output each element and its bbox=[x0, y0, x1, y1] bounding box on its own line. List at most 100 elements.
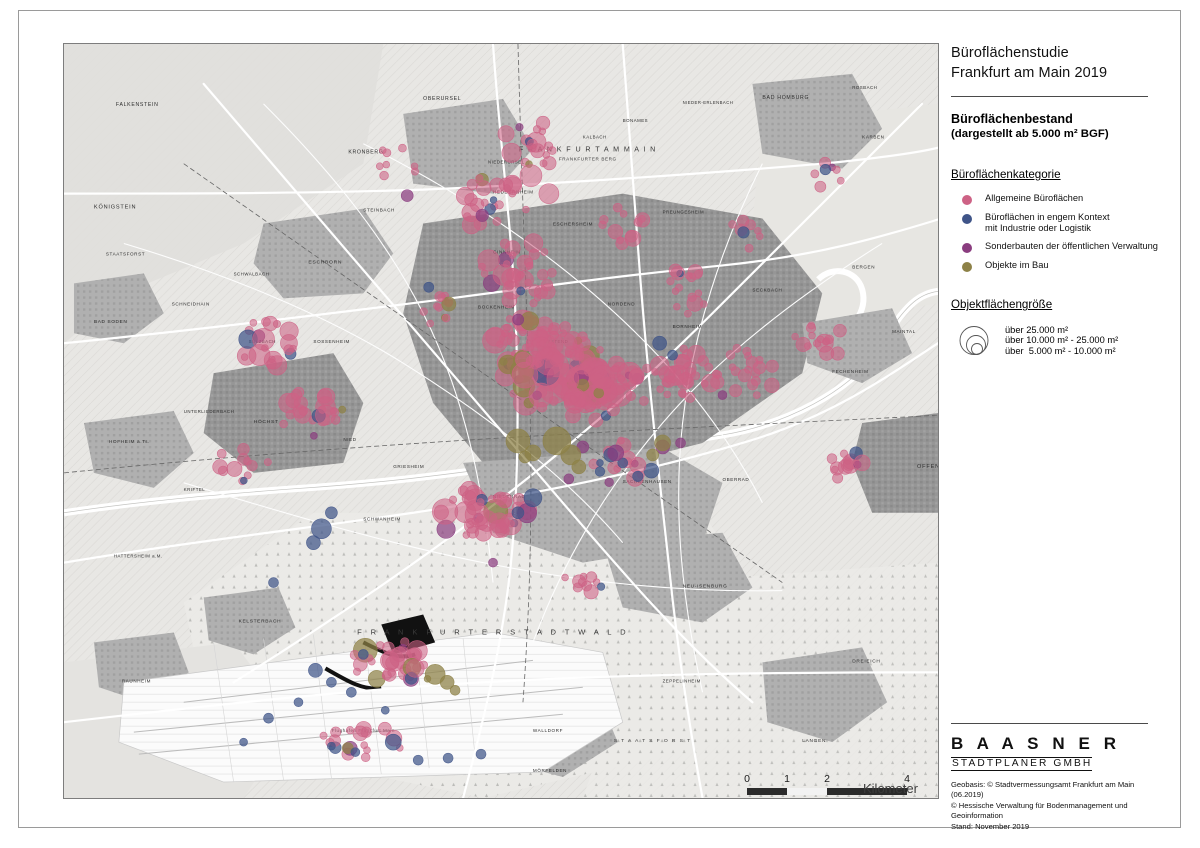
office-marker[interactable] bbox=[563, 473, 575, 485]
office-marker[interactable] bbox=[805, 322, 817, 334]
office-marker[interactable] bbox=[319, 731, 328, 740]
office-marker[interactable] bbox=[541, 279, 554, 292]
office-marker[interactable] bbox=[293, 697, 304, 708]
office-marker[interactable] bbox=[613, 464, 622, 473]
office-marker[interactable] bbox=[384, 733, 402, 751]
office-marker[interactable] bbox=[512, 313, 525, 326]
office-marker[interactable] bbox=[475, 180, 492, 196]
office-marker[interactable] bbox=[590, 364, 616, 390]
office-marker[interactable] bbox=[524, 257, 534, 268]
office-marker[interactable] bbox=[569, 347, 597, 375]
office-marker[interactable] bbox=[756, 232, 764, 240]
office-marker[interactable] bbox=[263, 458, 272, 467]
office-marker[interactable] bbox=[433, 504, 449, 520]
office-marker[interactable] bbox=[585, 571, 598, 583]
office-marker[interactable] bbox=[677, 388, 687, 398]
office-marker[interactable] bbox=[814, 333, 834, 353]
office-marker[interactable] bbox=[382, 148, 392, 158]
office-marker[interactable] bbox=[747, 379, 759, 391]
office-marker[interactable] bbox=[475, 174, 484, 183]
office-marker[interactable] bbox=[538, 127, 547, 136]
office-marker[interactable] bbox=[338, 405, 347, 414]
office-marker[interactable] bbox=[668, 263, 683, 278]
office-marker[interactable] bbox=[533, 294, 542, 302]
office-marker[interactable] bbox=[398, 143, 407, 153]
office-marker[interactable] bbox=[596, 346, 604, 354]
office-marker[interactable] bbox=[684, 309, 692, 318]
office-marker[interactable] bbox=[529, 299, 538, 308]
office-marker[interactable] bbox=[829, 461, 844, 476]
office-marker[interactable] bbox=[597, 582, 606, 591]
office-marker[interactable] bbox=[701, 373, 720, 393]
office-marker[interactable] bbox=[578, 577, 588, 587]
office-marker[interactable] bbox=[684, 392, 696, 403]
legend-item-oeffentliche-verwaltung[interactable]: Sonderbauten der öffentlichen Verwaltung bbox=[951, 241, 1159, 254]
office-marker[interactable] bbox=[419, 307, 428, 316]
office-marker[interactable] bbox=[571, 459, 587, 475]
office-marker[interactable] bbox=[252, 327, 275, 351]
office-marker[interactable] bbox=[279, 321, 299, 341]
office-marker[interactable] bbox=[617, 375, 626, 383]
legend-item-industrie-logistik[interactable]: Büroflächen in engem Kontext mit Industr… bbox=[951, 212, 1159, 234]
office-marker[interactable] bbox=[243, 471, 252, 480]
office-marker[interactable] bbox=[704, 362, 713, 372]
office-marker[interactable] bbox=[511, 506, 525, 520]
office-marker[interactable] bbox=[512, 493, 526, 506]
office-marker[interactable] bbox=[537, 269, 549, 281]
office-marker[interactable] bbox=[475, 748, 487, 760]
office-marker[interactable] bbox=[519, 328, 527, 337]
office-marker[interactable] bbox=[619, 210, 628, 218]
office-marker[interactable] bbox=[673, 303, 681, 311]
office-marker[interactable] bbox=[345, 726, 355, 735]
office-marker[interactable] bbox=[406, 640, 428, 662]
office-marker[interactable] bbox=[448, 495, 458, 504]
office-marker[interactable] bbox=[412, 754, 424, 766]
office-marker[interactable] bbox=[353, 667, 361, 676]
office-marker[interactable] bbox=[814, 180, 827, 193]
office-marker[interactable] bbox=[346, 686, 357, 698]
office-marker[interactable] bbox=[687, 264, 704, 280]
office-marker[interactable] bbox=[737, 368, 752, 383]
office-marker[interactable] bbox=[604, 477, 614, 487]
office-marker[interactable] bbox=[426, 319, 434, 328]
office-marker[interactable] bbox=[518, 450, 532, 464]
office-marker[interactable] bbox=[501, 142, 522, 163]
office-marker[interactable] bbox=[493, 491, 508, 506]
office-marker[interactable] bbox=[559, 321, 572, 334]
office-marker[interactable] bbox=[505, 315, 514, 323]
office-marker[interactable] bbox=[379, 170, 389, 181]
office-marker[interactable] bbox=[405, 659, 425, 678]
office-marker[interactable] bbox=[485, 326, 506, 347]
office-marker[interactable] bbox=[791, 332, 799, 341]
office-marker[interactable] bbox=[542, 156, 557, 171]
office-marker[interactable] bbox=[667, 349, 678, 361]
office-marker[interactable] bbox=[423, 281, 435, 293]
office-marker[interactable] bbox=[593, 387, 605, 399]
office-marker[interactable] bbox=[494, 200, 504, 210]
office-marker[interactable] bbox=[617, 457, 629, 469]
office-marker[interactable] bbox=[528, 248, 540, 260]
office-marker[interactable] bbox=[350, 747, 361, 757]
office-marker[interactable] bbox=[477, 249, 500, 272]
office-marker[interactable] bbox=[717, 390, 728, 400]
office-marker[interactable] bbox=[442, 752, 454, 764]
office-marker[interactable] bbox=[563, 331, 582, 350]
office-marker[interactable] bbox=[599, 215, 609, 225]
office-marker[interactable] bbox=[263, 712, 274, 724]
legend-item-objekte-im-bau[interactable]: Objekte im Bau bbox=[951, 260, 1159, 273]
office-marker[interactable] bbox=[819, 163, 831, 176]
office-marker[interactable] bbox=[449, 684, 461, 696]
office-marker[interactable] bbox=[656, 385, 664, 393]
office-marker[interactable] bbox=[729, 384, 743, 398]
office-marker[interactable] bbox=[732, 343, 742, 353]
office-marker[interactable] bbox=[380, 705, 390, 715]
office-marker[interactable] bbox=[639, 396, 649, 406]
office-marker[interactable] bbox=[240, 476, 248, 485]
office-marker[interactable] bbox=[616, 236, 624, 244]
office-marker[interactable] bbox=[240, 353, 249, 361]
office-marker[interactable] bbox=[625, 229, 638, 243]
office-marker[interactable] bbox=[360, 752, 371, 763]
office-marker[interactable] bbox=[498, 177, 513, 192]
office-marker[interactable] bbox=[285, 409, 296, 420]
office-marker[interactable] bbox=[560, 444, 582, 466]
